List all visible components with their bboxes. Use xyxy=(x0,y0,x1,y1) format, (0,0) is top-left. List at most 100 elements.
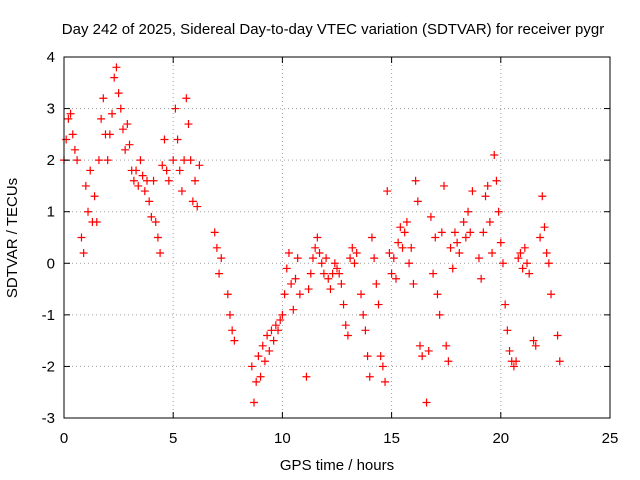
data-point xyxy=(121,145,130,154)
data-point xyxy=(492,176,501,185)
data-point xyxy=(304,285,313,294)
data-point xyxy=(422,398,431,407)
data-point xyxy=(193,202,202,211)
data-point xyxy=(278,310,287,319)
x-tick-label: 10 xyxy=(274,430,291,447)
data-point xyxy=(477,274,486,283)
data-point xyxy=(555,357,564,366)
y-tick-label: 3 xyxy=(47,101,55,118)
data-point xyxy=(271,321,280,330)
data-point xyxy=(402,218,411,227)
data-point xyxy=(324,274,333,283)
data-point xyxy=(407,243,416,252)
data-point xyxy=(247,362,256,371)
data-points xyxy=(60,63,564,407)
data-point xyxy=(225,310,234,319)
data-point xyxy=(531,341,540,350)
data-point xyxy=(520,243,529,252)
x-axis-ticks: 0 5 10 15 20 25 xyxy=(60,57,618,447)
data-point xyxy=(518,264,527,273)
y-tick-label: 0 xyxy=(47,255,55,272)
x-tick-label: 15 xyxy=(383,430,400,447)
data-point xyxy=(490,150,499,159)
data-point xyxy=(269,336,278,345)
data-point xyxy=(129,176,138,185)
y-tick-label: 4 xyxy=(47,49,55,66)
data-point xyxy=(84,207,93,216)
data-point xyxy=(544,259,553,268)
data-point xyxy=(372,279,381,288)
data-point xyxy=(488,248,497,257)
data-point xyxy=(501,300,510,309)
data-point xyxy=(370,254,379,263)
data-point xyxy=(195,161,204,170)
data-point xyxy=(250,398,259,407)
data-point xyxy=(418,352,427,361)
data-point xyxy=(287,279,296,288)
data-point xyxy=(125,140,134,149)
data-point xyxy=(553,331,562,340)
data-point xyxy=(175,166,184,175)
data-point xyxy=(479,228,488,237)
data-point xyxy=(68,130,77,139)
data-point xyxy=(282,264,291,273)
data-point xyxy=(64,114,73,123)
data-point xyxy=(378,362,387,371)
data-point xyxy=(108,109,117,118)
data-point xyxy=(494,207,503,216)
data-point xyxy=(302,372,311,381)
data-point xyxy=(99,94,108,103)
data-point xyxy=(398,243,407,252)
data-point xyxy=(160,135,169,144)
data-point xyxy=(343,331,352,340)
data-point xyxy=(498,259,507,268)
data-point xyxy=(210,228,219,237)
data-point xyxy=(293,254,302,263)
data-point xyxy=(367,233,376,242)
data-point xyxy=(311,243,320,252)
data-point xyxy=(413,197,422,206)
data-point xyxy=(265,346,274,355)
data-point xyxy=(70,145,79,154)
data-point xyxy=(516,248,525,257)
data-point xyxy=(258,341,267,350)
data-point xyxy=(291,274,300,283)
data-point xyxy=(442,341,451,350)
data-point xyxy=(333,264,341,273)
data-point xyxy=(337,279,346,288)
data-point xyxy=(184,120,193,129)
data-point xyxy=(212,243,221,252)
data-point xyxy=(153,233,162,242)
data-point xyxy=(132,166,141,175)
data-point xyxy=(315,248,324,257)
data-point xyxy=(215,269,224,278)
data-point xyxy=(525,269,534,278)
data-point xyxy=(145,197,154,206)
data-point xyxy=(444,357,453,366)
data-point xyxy=(339,300,348,309)
data-point xyxy=(330,259,339,268)
data-point xyxy=(230,336,239,345)
data-point xyxy=(514,254,523,263)
data-point xyxy=(523,259,532,268)
data-point xyxy=(365,372,374,381)
data-point xyxy=(284,248,293,257)
data-point xyxy=(254,352,263,361)
data-point xyxy=(66,109,75,118)
data-point xyxy=(459,218,468,227)
data-point xyxy=(453,238,462,247)
data-point xyxy=(151,218,160,227)
data-point xyxy=(381,377,390,386)
x-tick-label: 5 xyxy=(169,430,177,447)
data-point xyxy=(466,228,475,237)
data-point xyxy=(79,248,88,257)
data-point xyxy=(317,259,326,268)
data-point xyxy=(426,212,435,221)
data-point xyxy=(363,352,372,361)
data-point xyxy=(223,290,232,299)
data-point xyxy=(156,248,165,257)
data-point xyxy=(97,114,106,123)
data-point xyxy=(177,187,186,196)
data-point xyxy=(260,357,269,366)
